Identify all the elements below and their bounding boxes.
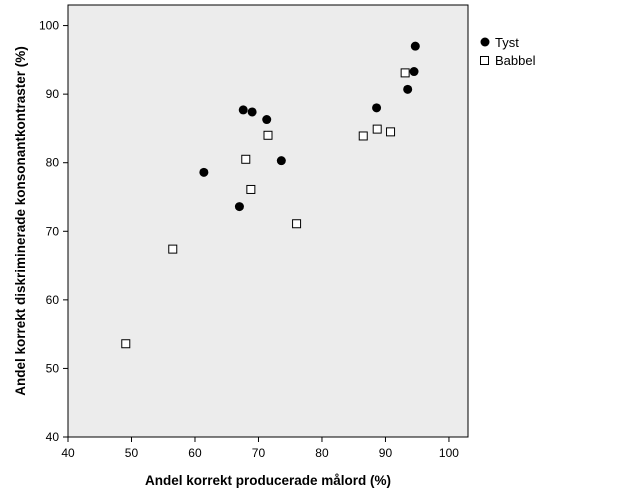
legend-label-babbel: Babbel	[495, 53, 536, 68]
data-point-babbel	[292, 219, 302, 229]
y-tick-label: 70	[46, 224, 60, 238]
x-tick-label: 100	[439, 446, 459, 460]
y-tick-label: 80	[46, 156, 60, 170]
data-point-babbel	[121, 339, 131, 349]
x-tick-label: 50	[125, 446, 139, 460]
data-point-babbel	[241, 154, 251, 164]
x-tick-label: 40	[61, 446, 75, 460]
legend-marker-babbel	[480, 56, 489, 65]
data-point-babbel	[246, 184, 256, 194]
legend-label-tyst: Tyst	[495, 35, 519, 50]
y-tick-label: 60	[46, 293, 60, 307]
y-axis: 40 50 60 70 80 90 100	[39, 19, 68, 444]
x-axis-title: Andel korrekt producerade målord (%)	[145, 473, 391, 488]
data-point-tyst	[372, 103, 382, 113]
data-point-babbel	[400, 68, 410, 78]
data-point-tyst	[262, 115, 272, 125]
y-axis-title: Andel korrekt diskriminerade konsonantko…	[13, 46, 28, 396]
y-tick-label: 50	[46, 361, 60, 375]
y-tick-label: 100	[39, 19, 59, 33]
data-point-tyst	[199, 167, 209, 177]
data-point-babbel	[358, 131, 368, 141]
x-tick-label: 80	[315, 446, 329, 460]
y-tick-label: 40	[46, 430, 60, 444]
legend: Tyst Babbel	[480, 35, 536, 68]
x-tick-label: 90	[379, 446, 393, 460]
data-point-tyst	[234, 202, 244, 212]
x-axis: 40 50 60 70 80 90 100	[61, 437, 459, 460]
data-point-tyst	[403, 84, 413, 94]
x-tick-label: 70	[252, 446, 266, 460]
data-point-tyst	[238, 105, 248, 115]
data-point-tyst	[276, 156, 286, 166]
y-tick-label: 90	[46, 87, 60, 101]
data-point-babbel	[372, 124, 382, 134]
legend-marker-tyst	[480, 37, 490, 47]
data-point-babbel	[263, 130, 273, 140]
data-point-tyst	[409, 67, 419, 77]
data-point-tyst	[410, 41, 420, 51]
x-tick-label: 60	[188, 446, 202, 460]
data-point-babbel	[168, 244, 178, 254]
data-points	[121, 41, 420, 349]
data-point-tyst	[247, 107, 257, 117]
data-point-babbel	[386, 127, 396, 137]
